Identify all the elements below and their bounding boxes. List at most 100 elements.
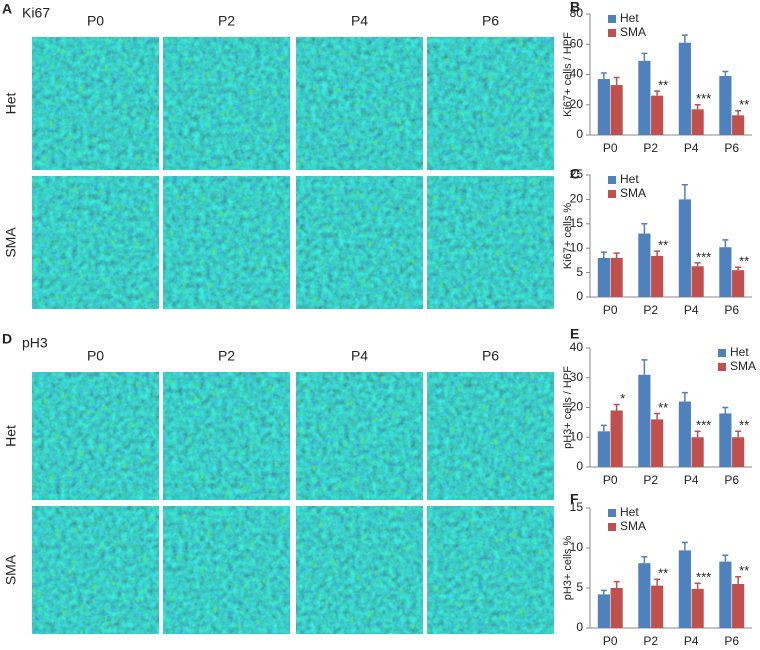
nucleus <box>142 556 146 562</box>
nucleus <box>169 142 173 148</box>
bar <box>651 95 664 135</box>
nucleus <box>176 194 180 200</box>
nucleus <box>538 267 542 273</box>
nucleus <box>111 240 115 246</box>
significance: *** <box>696 418 711 433</box>
nucleus <box>280 55 284 61</box>
nucleus <box>464 284 468 290</box>
column-header: P6 <box>482 13 499 29</box>
nucleus <box>374 417 378 423</box>
nucleus <box>525 415 529 421</box>
nucleus <box>55 84 59 90</box>
nucleus <box>105 276 109 282</box>
nucleus <box>312 465 316 471</box>
bar <box>678 42 691 135</box>
bar <box>719 561 732 628</box>
row-label: SMA <box>3 554 19 585</box>
nucleus <box>200 108 204 114</box>
nucleus <box>201 196 205 202</box>
error-bar <box>722 70 729 77</box>
nucleus <box>362 277 366 283</box>
nucleus <box>68 223 72 229</box>
nucleus <box>225 110 229 116</box>
nucleus <box>80 86 84 92</box>
nucleus <box>501 614 505 620</box>
nucleus <box>61 393 65 399</box>
nucleus <box>280 420 284 426</box>
nucleus <box>281 518 285 524</box>
nucleus <box>488 480 492 486</box>
nucleus <box>123 463 127 469</box>
y-tick-label: 15 <box>570 500 584 514</box>
nucleus <box>405 546 409 552</box>
nucleus <box>206 72 210 78</box>
nucleus <box>219 566 223 572</box>
bar <box>691 266 704 297</box>
micrograph-texture <box>296 37 423 170</box>
nucleus <box>445 468 449 474</box>
bar <box>597 594 610 628</box>
nucleus <box>129 422 133 428</box>
nucleus <box>399 207 403 213</box>
y-tick-label: 5 <box>576 265 583 279</box>
nucleus <box>194 396 198 402</box>
x-tick-label: P2 <box>643 634 658 648</box>
nucleus <box>532 180 536 186</box>
nucleus <box>62 259 66 265</box>
bar <box>610 257 623 297</box>
significance: * <box>620 391 625 406</box>
bar <box>638 60 651 136</box>
nucleus <box>62 609 66 615</box>
nucleus <box>148 293 152 299</box>
micrograph-texture <box>163 176 290 309</box>
panel-label: D <box>2 331 12 347</box>
x-tick-label: P0 <box>603 141 618 155</box>
error-bar <box>694 262 701 267</box>
nucleus <box>104 65 108 71</box>
nucleus <box>176 554 180 560</box>
nucleus <box>188 57 192 63</box>
nucleus <box>476 212 480 218</box>
bar <box>719 247 732 297</box>
nucleus <box>374 570 378 576</box>
significance: ** <box>739 97 749 112</box>
micrograph-texture <box>32 372 159 500</box>
bar <box>732 437 745 467</box>
nucleus <box>212 391 216 397</box>
nucleus <box>457 109 461 115</box>
nucleus <box>74 187 78 193</box>
bar <box>610 588 623 628</box>
bar <box>597 79 610 135</box>
nucleus <box>494 439 498 445</box>
bar <box>651 419 664 467</box>
error-bar <box>735 576 742 584</box>
significance: ** <box>658 400 668 415</box>
legend-swatch <box>608 176 616 184</box>
nucleus <box>256 619 260 625</box>
significance: ** <box>739 418 749 433</box>
nucleus <box>225 490 229 496</box>
nucleus <box>238 249 242 255</box>
nucleus <box>300 157 304 163</box>
nucleus <box>306 388 310 394</box>
column-header: P6 <box>482 348 499 364</box>
bar <box>678 550 691 628</box>
nucleus <box>343 51 347 57</box>
nucleus <box>500 398 504 404</box>
nucleus <box>262 578 266 584</box>
nucleus <box>343 441 347 447</box>
significance: *** <box>696 91 711 106</box>
nucleus <box>495 250 499 256</box>
y-tick-label: 20 <box>570 97 584 111</box>
bar <box>638 233 651 297</box>
nucleus <box>325 599 329 605</box>
error-bar <box>641 556 648 564</box>
bar <box>691 109 704 135</box>
column-header: P2 <box>218 13 235 29</box>
nucleus <box>141 118 145 124</box>
nucleus <box>182 513 186 519</box>
error-bar <box>613 580 620 588</box>
x-tick-label: P4 <box>684 303 699 317</box>
significance: ** <box>739 254 749 269</box>
